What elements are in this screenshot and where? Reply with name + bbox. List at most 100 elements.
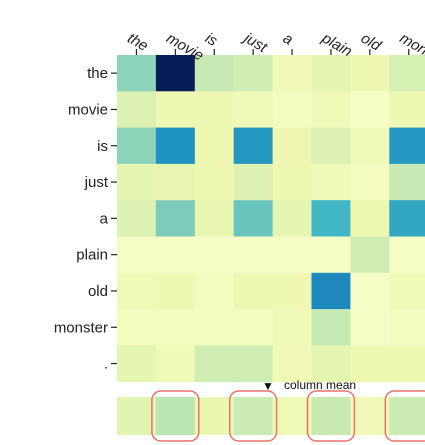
cell-movie-movie: [156, 91, 195, 128]
cell-just-old: [350, 164, 389, 201]
cell-.-just: [234, 345, 273, 382]
cell-just-just: [234, 164, 273, 201]
col-label-2: is: [202, 30, 220, 50]
cell-just-movie: [156, 164, 195, 201]
col-label-4: a: [280, 30, 296, 49]
col-label-0: the: [124, 30, 151, 55]
column-mean-cell-old: [350, 397, 389, 435]
column-mean-cell-monster: [389, 397, 425, 435]
cell-monster-is: [195, 309, 234, 346]
row-label-0: the: [87, 65, 108, 82]
cell-.-monster: [389, 345, 425, 382]
row-label-1: movie: [68, 101, 108, 118]
cell-.-the: [117, 345, 156, 382]
cell-old-plain: [312, 273, 351, 310]
cell-a-the: [117, 200, 156, 237]
cell-monster-just: [234, 309, 273, 346]
cell-a-monster: [389, 200, 425, 237]
column-mean-cell-plain: [312, 397, 351, 435]
cell-.-old: [350, 345, 389, 382]
cell-plain-old: [350, 237, 389, 274]
cell-just-plain: [312, 164, 351, 201]
cell-movie-the: [117, 91, 156, 128]
cell-a-old: [350, 200, 389, 237]
cell-plain-just: [234, 237, 273, 274]
cell-.-is: [195, 345, 234, 382]
cell-old-monster: [389, 273, 425, 310]
column-mean-row: [117, 397, 425, 435]
cell-the-movie: [156, 55, 195, 92]
cell-plain-monster: [389, 237, 425, 274]
cell-monster-a: [273, 309, 312, 346]
cell-a-is: [195, 200, 234, 237]
cell-is-plain: [312, 128, 351, 165]
col-label-3: just: [239, 29, 270, 57]
cell-is-monster: [389, 128, 425, 165]
cell-monster-movie: [156, 309, 195, 346]
row-label-6: old: [88, 283, 108, 300]
cell-plain-movie: [156, 237, 195, 274]
cell-is-is: [195, 128, 234, 165]
column-mean-cell-a: [273, 397, 312, 435]
cell-plain-the: [117, 237, 156, 274]
cell-movie-monster: [389, 91, 425, 128]
cell-a-movie: [156, 200, 195, 237]
column-mean-cell-is: [195, 397, 234, 435]
cell-old-a: [273, 273, 312, 310]
row-label-2: is: [97, 138, 108, 155]
cell-monster-plain: [312, 309, 351, 346]
cell-monster-old: [350, 309, 389, 346]
row-labels: the movie is just a plain old monster.: [54, 65, 109, 372]
cell-movie-plain: [312, 91, 351, 128]
col-label-6: old: [358, 30, 384, 55]
cell-monster-monster: [389, 309, 425, 346]
cell-the-is: [195, 55, 234, 92]
cell-just-the: [117, 164, 156, 201]
cell-is-a: [273, 128, 312, 165]
cell-movie-old: [350, 91, 389, 128]
cell-is-just: [234, 128, 273, 165]
cell-movie-just: [234, 91, 273, 128]
cell-plain-is: [195, 237, 234, 274]
cell-movie-is: [195, 91, 234, 128]
cell-is-the: [117, 128, 156, 165]
cell-the-monster: [389, 55, 425, 92]
cell-.-a: [273, 345, 312, 382]
cell-.-plain: [312, 345, 351, 382]
down-triangle-icon: ▼: [262, 379, 274, 393]
cell-just-is: [195, 164, 234, 201]
cell-is-movie: [156, 128, 195, 165]
row-label-8: .: [104, 356, 108, 373]
cell-a-plain: [312, 200, 351, 237]
row-label-4: a: [100, 210, 109, 227]
column-mean-label: column mean: [284, 378, 356, 392]
column-mean-cell-just: [234, 397, 273, 435]
cell-plain-a: [273, 237, 312, 274]
row-label-7: monster: [54, 319, 108, 336]
column-mean-cell-movie: [156, 397, 195, 435]
cell-the-old: [350, 55, 389, 92]
cell-old-the: [117, 273, 156, 310]
cell-a-a: [273, 200, 312, 237]
cell-just-monster: [389, 164, 425, 201]
cell-old-movie: [156, 273, 195, 310]
cell-just-a: [273, 164, 312, 201]
cell-the-just: [234, 55, 273, 92]
cell-is-old: [350, 128, 389, 165]
row-label-5: plain: [76, 247, 108, 264]
heatmap-cells: [117, 55, 425, 382]
cell-movie-a: [273, 91, 312, 128]
cell-.-movie: [156, 345, 195, 382]
cell-the-plain: [312, 55, 351, 92]
cell-plain-plain: [312, 237, 351, 274]
cell-the-the: [117, 55, 156, 92]
cell-a-just: [234, 200, 273, 237]
row-label-3: just: [84, 174, 109, 191]
column-mean-cell-the: [117, 397, 156, 435]
cell-old-is: [195, 273, 234, 310]
cell-monster-the: [117, 309, 156, 346]
cell-the-a: [273, 55, 312, 92]
cell-old-just: [234, 273, 273, 310]
cell-old-old: [350, 273, 389, 310]
